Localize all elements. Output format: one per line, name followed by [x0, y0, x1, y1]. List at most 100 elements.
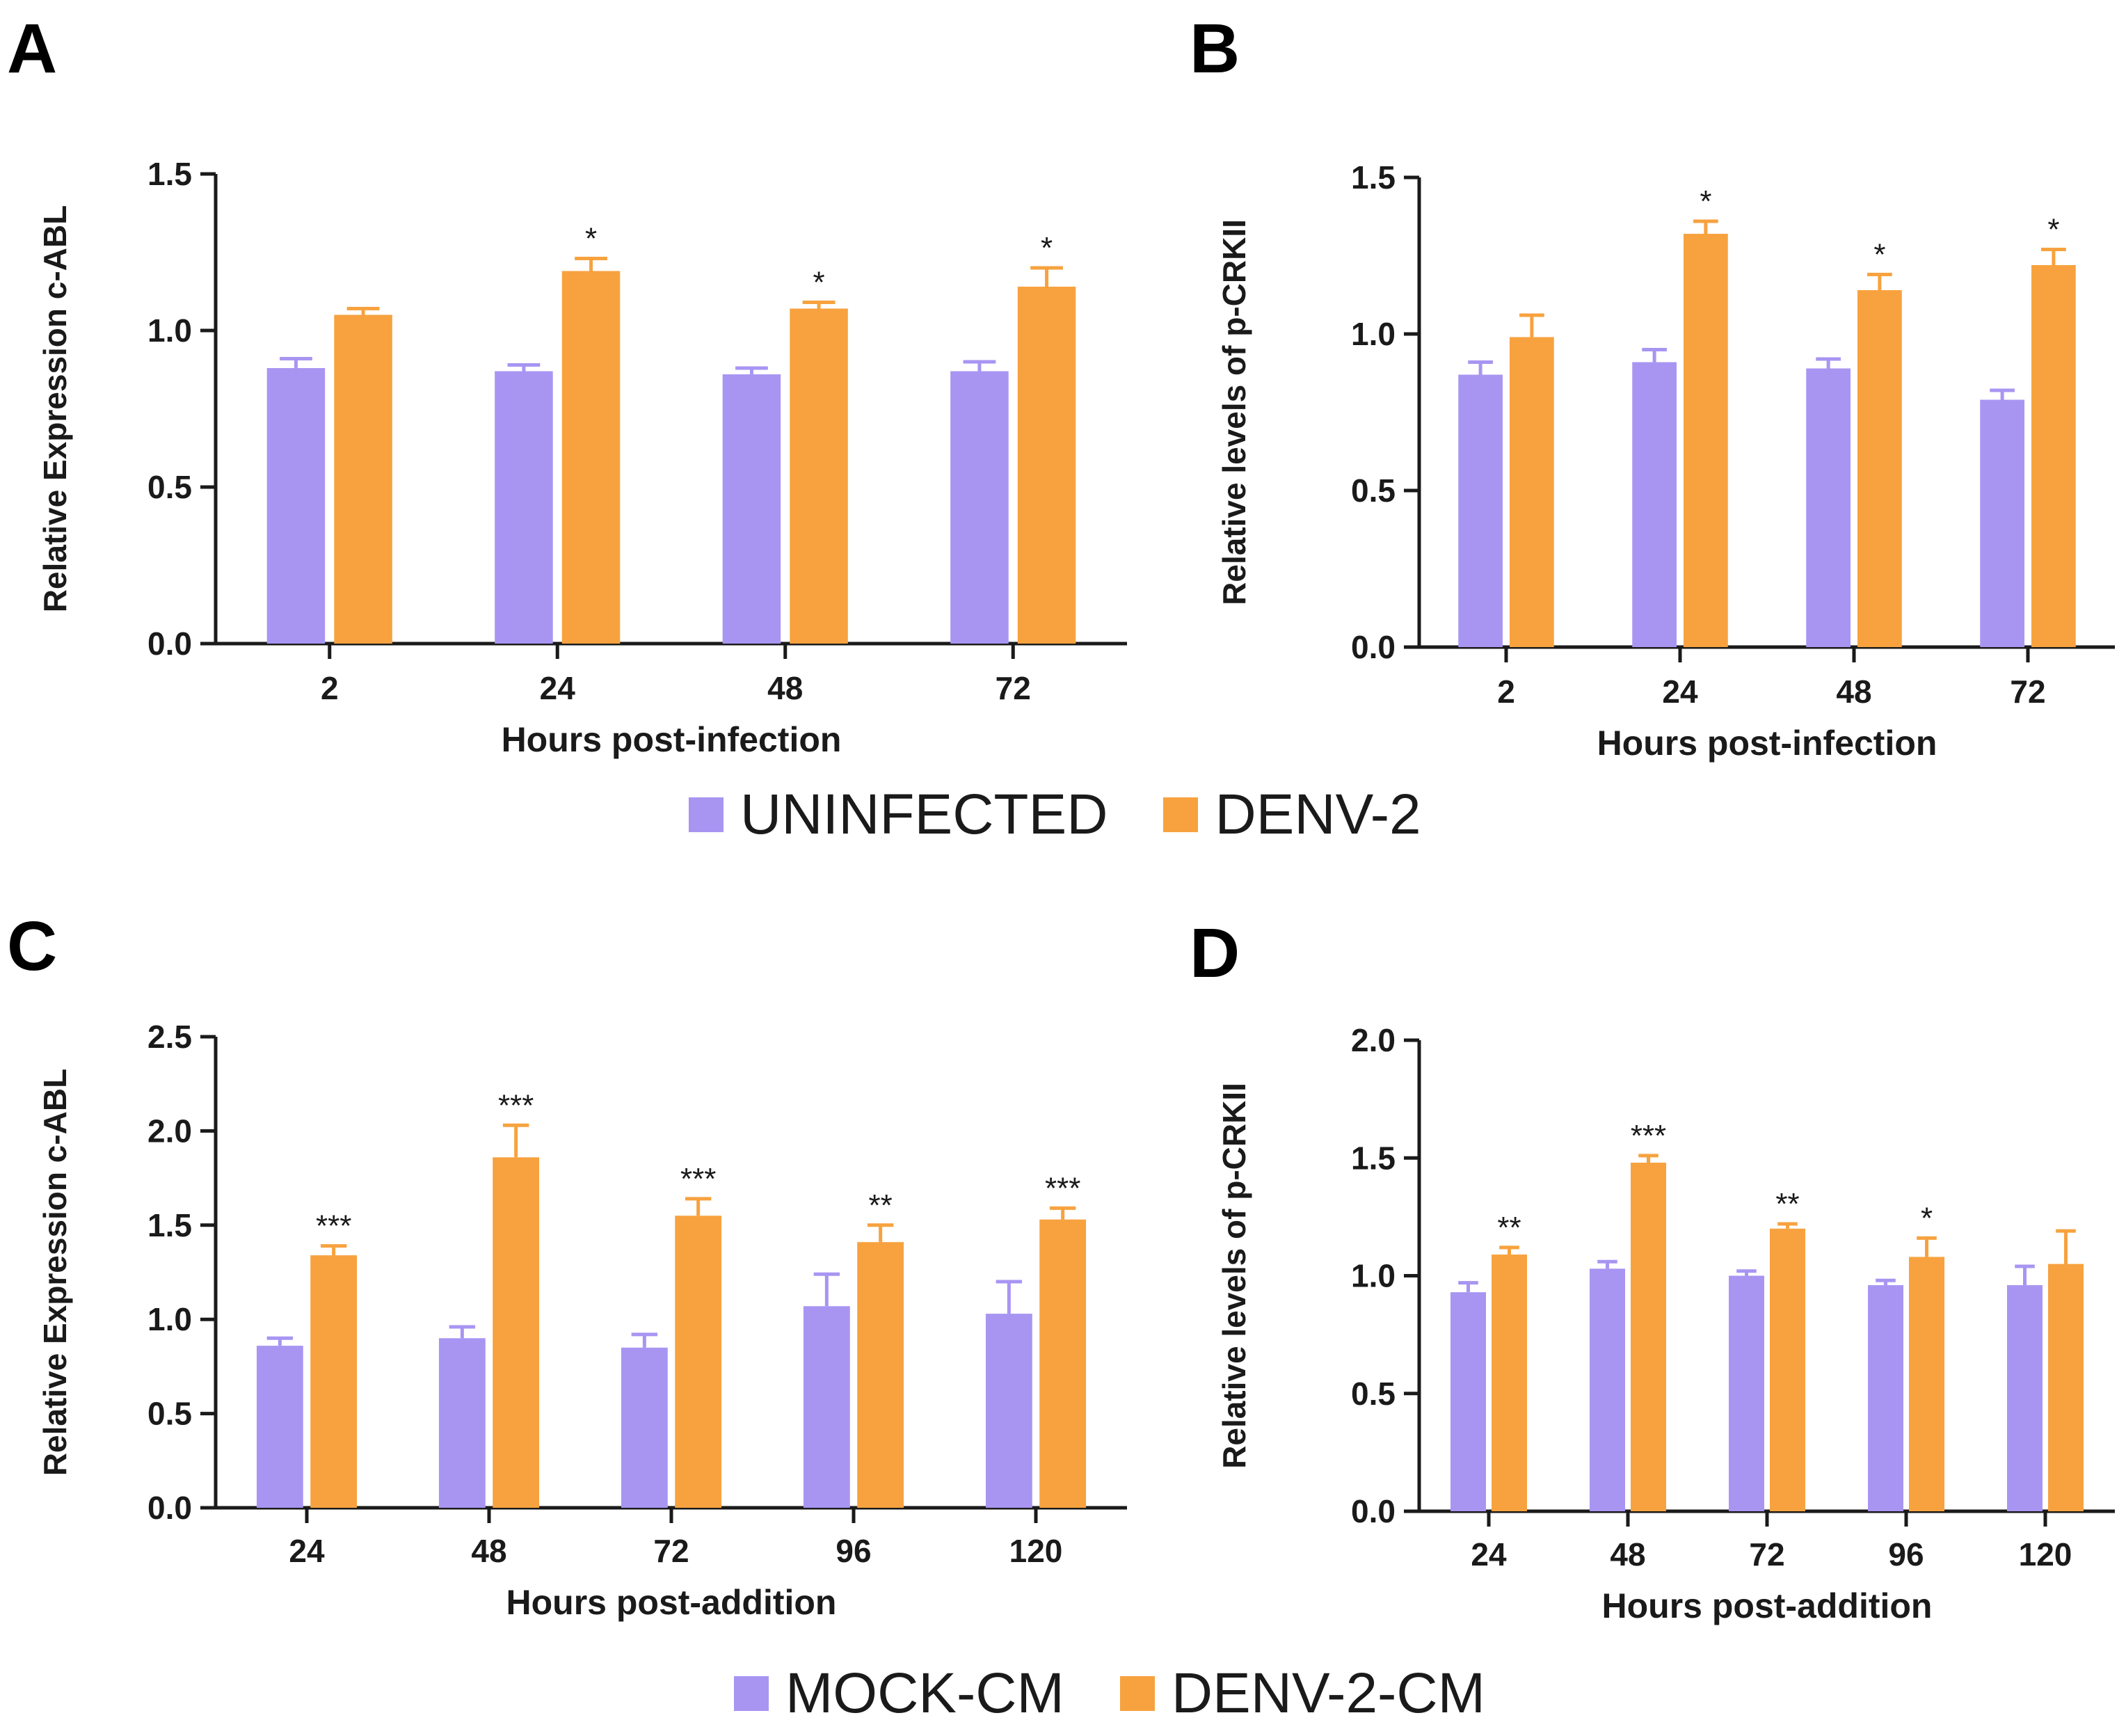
legend-swatch-uninfected	[689, 797, 724, 832]
panel-a-y-tick-label: 0.5	[147, 469, 192, 505]
panel-d-y-tick-label: 2.0	[1351, 1022, 1396, 1058]
panel-a-bar-uninfected	[722, 374, 781, 644]
panel-a-y-tick-label: 1.5	[147, 156, 192, 192]
legend-label-denv2-cm: DENV-2-CM	[1171, 1662, 1485, 1725]
panel-a-significance: *	[585, 222, 597, 256]
panel-a-y-tick-label: 1.0	[147, 312, 192, 349]
panel-d-bar-mock-cm	[1729, 1275, 1764, 1511]
panel-d-bar-mock-cm	[1590, 1268, 1625, 1511]
panel-d-x-tick-label: 72	[1749, 1536, 1784, 1572]
panel-a-y-tick-label: 0.0	[147, 626, 192, 662]
panel-b-bar-denv-2	[2031, 265, 2076, 647]
panel-d-x-tick-label: 24	[1471, 1536, 1507, 1572]
panel-b-x-axis-label: Hours post-infection	[1597, 724, 1937, 763]
panel-b-y-tick-label: 0.0	[1351, 629, 1396, 665]
panel-b-bar-uninfected	[1458, 374, 1503, 647]
panel-c-y-tick-label: 1.5	[147, 1207, 192, 1243]
panel-c-x-tick-label: 48	[471, 1533, 506, 1569]
panel-d-bar-denv-2-cm	[1909, 1257, 1944, 1511]
panel-c-x-tick-label: 96	[836, 1533, 871, 1569]
panel-c-bar-mock-cm	[438, 1338, 486, 1508]
panel-c-y-tick-label: 2.5	[147, 1019, 192, 1055]
panel-d-y-tick-label: 1.0	[1351, 1258, 1396, 1294]
panel-c-bar-denv-2-cm	[310, 1255, 358, 1508]
legend-label-denv2: DENV-2	[1215, 783, 1421, 846]
panel-d-significance: **	[1775, 1187, 1799, 1221]
panel-c-significance: ***	[1045, 1171, 1080, 1205]
panel-b-bar-denv-2	[1510, 337, 1554, 647]
panel-c-x-axis-label: Hours post-addition	[506, 1583, 837, 1622]
legend-swatch-denv2	[1163, 797, 1199, 832]
panel-a-x-tick-label: 2	[321, 670, 339, 706]
panel-letter-c: C	[7, 907, 58, 985]
panel-b-y-axis-label: Relative levels of p-CRKII	[1216, 219, 1252, 605]
panel-a-bar-denv-2	[1017, 287, 1076, 644]
panel-d-x-axis-label: Hours post-addition	[1602, 1586, 1933, 1625]
panel-d-bar-mock-cm	[2007, 1285, 2043, 1511]
panel-c-x-tick-label: 120	[1009, 1533, 1063, 1569]
legend-label-mock-cm: MOCK-CM	[785, 1662, 1064, 1725]
panel-d-y-tick-label: 0.5	[1351, 1376, 1396, 1412]
legend-bottom: MOCK-CM DENV-2-CM	[734, 1665, 1485, 1722]
panel-a-bar-denv-2	[561, 271, 621, 644]
panel-a-x-tick-label: 72	[996, 670, 1031, 706]
panel-c-significance: ***	[680, 1162, 716, 1196]
panel-b-x-tick-label: 2	[1497, 674, 1515, 710]
panel-c-y-tick-label: 2.0	[147, 1113, 192, 1149]
panel-letter-d: D	[1190, 914, 1240, 992]
panel-a-bar-denv-2	[334, 314, 392, 644]
panel-d-bar-denv-2-cm	[1770, 1228, 1805, 1511]
legend-item-denv2: DENV-2	[1163, 786, 1421, 843]
panel-b-bar-denv-2	[1684, 234, 1728, 647]
panel-b-y-tick-label: 0.5	[1351, 472, 1396, 509]
panel-d-significance: ***	[1631, 1119, 1666, 1153]
panel-c-bar-denv-2-cm	[675, 1216, 722, 1508]
panel-b-x-tick-label: 24	[1662, 674, 1698, 710]
panel-d-y-tick-label: 0.0	[1351, 1493, 1396, 1529]
panel-d-bar-mock-cm	[1450, 1292, 1486, 1511]
panel-c-y-tick-label: 0.5	[147, 1396, 192, 1432]
panel-c-x-tick-label: 72	[653, 1533, 689, 1569]
panel-b-x-tick-label: 72	[2010, 674, 2045, 710]
legend-item-denv2-cm: DENV-2-CM	[1119, 1662, 1485, 1725]
panel-a-bar-uninfected	[495, 371, 553, 644]
panel-d-bar-denv-2-cm	[1492, 1255, 1527, 1511]
panel-a-x-tick-label: 24	[540, 670, 576, 706]
panel-c-bar-mock-cm	[256, 1346, 303, 1508]
panel-b-significance: *	[1700, 184, 1711, 218]
panel-d-y-tick-label: 1.5	[1351, 1140, 1396, 1176]
panel-b-bar-uninfected	[1806, 368, 1851, 647]
legend-top: UNINFECTED DENV-2	[689, 786, 1421, 843]
panel-a-bar-uninfected	[950, 371, 1009, 644]
panel-c-bar-denv-2-cm	[493, 1157, 540, 1508]
panel-b-y-tick-label: 1.5	[1351, 159, 1396, 196]
panel-d-bar-denv-2-cm	[1631, 1163, 1666, 1511]
panel-letter-b: B	[1190, 10, 1240, 88]
panel-a-x-axis-label: Hours post-infection	[502, 720, 842, 759]
panel-b-bar-uninfected	[1980, 399, 2024, 647]
legend-item-mock-cm: MOCK-CM	[734, 1665, 1064, 1722]
panel-c-bar-denv-2-cm	[857, 1242, 904, 1508]
panel-c-y-axis-label: Relative Expression c-ABL	[37, 1069, 73, 1476]
panel-c-bar-denv-2-cm	[1039, 1219, 1087, 1508]
panel-b-significance: *	[2047, 213, 2059, 247]
panel-b-y-tick-label: 1.0	[1351, 316, 1396, 352]
panel-d-significance: **	[1497, 1211, 1521, 1245]
panel-a-significance: *	[1041, 231, 1053, 265]
panel-c-bar-mock-cm	[621, 1347, 668, 1508]
panel-d-y-axis-label: Relative levels of p-CRKII	[1216, 1083, 1252, 1469]
panel-c-significance: **	[869, 1188, 893, 1223]
panel-d-x-tick-label: 120	[2019, 1536, 2072, 1572]
panel-d-x-tick-label: 48	[1610, 1536, 1645, 1572]
panel-c-y-tick-label: 0.0	[147, 1490, 192, 1526]
panel-a-x-tick-label: 48	[767, 670, 803, 706]
panel-d-x-tick-label: 96	[1888, 1536, 1924, 1572]
panel-d-bar-mock-cm	[1868, 1285, 1903, 1511]
panel-c-significance: ***	[316, 1209, 351, 1243]
panel-c-bar-mock-cm	[985, 1314, 1032, 1508]
panel-letter-a: A	[7, 10, 58, 88]
panel-a-bar-uninfected	[266, 368, 326, 644]
panel-a-significance: *	[813, 266, 824, 300]
panel-a-y-axis-label: Relative Expression c-ABL	[37, 205, 73, 612]
